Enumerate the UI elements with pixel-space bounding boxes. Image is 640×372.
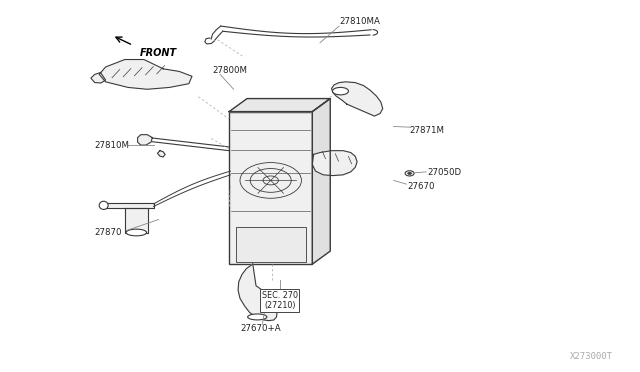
Ellipse shape (126, 229, 147, 236)
Ellipse shape (333, 87, 349, 95)
Polygon shape (238, 264, 277, 321)
Text: 27800M: 27800M (212, 66, 248, 75)
Circle shape (405, 171, 414, 176)
Text: SEC. 270
(27210): SEC. 270 (27210) (262, 291, 298, 310)
Polygon shape (229, 99, 330, 112)
Text: 27870: 27870 (95, 228, 122, 237)
Polygon shape (236, 227, 306, 262)
Polygon shape (312, 151, 357, 176)
Polygon shape (138, 135, 152, 145)
Polygon shape (332, 82, 383, 116)
Text: 27050D: 27050D (428, 169, 461, 177)
Ellipse shape (248, 314, 267, 320)
Text: SEC. 270
(27210): SEC. 270 (27210) (262, 291, 298, 310)
Text: FRONT: FRONT (140, 48, 177, 58)
Circle shape (408, 172, 412, 174)
Polygon shape (157, 151, 165, 157)
Text: 27670+A: 27670+A (240, 324, 280, 333)
Ellipse shape (99, 201, 108, 209)
Polygon shape (229, 112, 312, 264)
Text: 27810M: 27810M (95, 141, 130, 150)
Polygon shape (91, 73, 106, 83)
Polygon shape (104, 203, 154, 208)
Polygon shape (125, 208, 148, 232)
Polygon shape (99, 60, 192, 89)
Text: 27670: 27670 (408, 182, 435, 191)
Text: X273000T: X273000T (570, 352, 613, 361)
Text: 27871M: 27871M (410, 126, 445, 135)
Text: 27810MA: 27810MA (339, 17, 380, 26)
Polygon shape (312, 99, 330, 264)
